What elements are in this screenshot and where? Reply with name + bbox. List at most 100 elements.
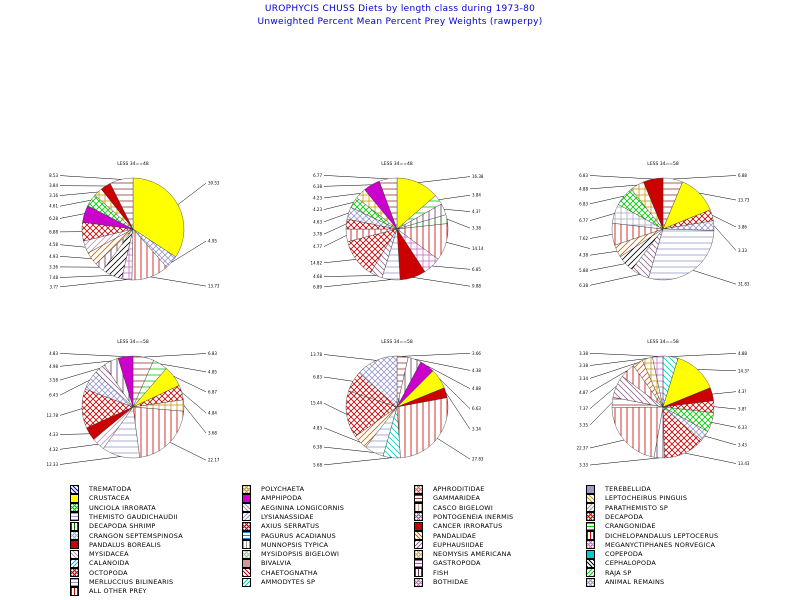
legend-item-fish: FISH: [414, 568, 448, 578]
legend-label: MUNNOPSIS TYPICA: [261, 540, 329, 549]
data-label: 9.88: [472, 284, 481, 289]
legend-item-decapoda-shrimp: DECAPODA SHRIMP: [70, 521, 156, 531]
legend-label: BOTHIDAE: [433, 578, 469, 586]
data-label: 6.38: [313, 184, 322, 189]
pie-chart-grid: LESS 34==48 39.53 4.95 13.73 8.53 3.84 3.16 4.6…: [47, 161, 750, 467]
legend-item-aphroditidae: APHRODITIDAE: [414, 484, 485, 494]
pie-chart-6: LESS 34==58 4.88 14.3? 4.3? 3.8? 6.33 3.43 13.4…: [577, 339, 750, 467]
legend-label: PAGURUS ACADIANUS: [261, 531, 336, 540]
leader-line: [589, 274, 640, 286]
legend-swatch: [242, 521, 251, 531]
leader-line: [323, 402, 347, 415]
leader-line: [169, 441, 207, 461]
data-label: 7.37: [579, 406, 588, 411]
pie-title: LESS 34==58: [647, 161, 679, 167]
pie-slice-gammaridea: [379, 177, 398, 230]
legend-swatch: [242, 540, 251, 550]
data-label: 6.28: [49, 216, 58, 221]
data-label: 14.82: [311, 260, 323, 265]
legend-item-octopoda: OCTOPODA: [70, 568, 128, 578]
leader-line: [323, 175, 389, 180]
leader-line: [183, 405, 207, 434]
legend-label: CRANGONIDAE: [605, 522, 656, 531]
data-label: 3.8?: [738, 407, 746, 412]
leader-line: [439, 378, 471, 409]
data-label: 4.61: [49, 204, 58, 209]
legend-item-cephalopoda: CEPHALOPODA: [586, 558, 656, 568]
legend-item-axius-serratus: AXIUS SERRATUS: [242, 521, 319, 531]
data-label: 4.98: [49, 364, 58, 369]
data-label: 4.33: [49, 432, 58, 437]
leader-line: [418, 176, 471, 183]
data-label: 4.3?: [472, 209, 480, 214]
legend-item-meganyctiphanes-norvegica: MEGANYCTIPHANES NORVEGICA: [586, 540, 715, 550]
legend-swatch: [586, 568, 595, 578]
legend-swatch: [242, 549, 251, 559]
legend-swatch: [70, 503, 79, 513]
legend-swatch: [242, 531, 251, 540]
data-label: 8.53: [49, 173, 58, 178]
data-label: 3.38: [579, 363, 588, 368]
legend-item-cancer-irroratus: CANCER IRRORATUS: [414, 521, 502, 531]
data-label: 4.77: [313, 244, 322, 249]
data-label: 4.23: [313, 207, 322, 212]
leader-line: [323, 354, 377, 361]
leader-line: [323, 279, 391, 288]
leader-line: [150, 276, 207, 287]
leader-line: [711, 214, 737, 228]
legend-swatch: [414, 549, 423, 559]
leader-line: [59, 408, 83, 416]
data-label: 22.17: [208, 458, 220, 463]
leader-line: [438, 194, 471, 200]
leader-line: [437, 438, 471, 460]
legend-label: MYSIDACEA: [89, 550, 129, 559]
legend-swatch: [414, 568, 423, 578]
legend-label: NEOMYSIS AMERICANA: [433, 550, 512, 559]
legend-label: AMMODYTES SP: [261, 578, 316, 586]
leader-line: [323, 235, 347, 247]
data-label: 7.62: [579, 236, 588, 241]
legend-label: CANCER IRRORATUS: [433, 522, 503, 531]
legend-label: MERLUCCIUS BILINEARIS: [89, 578, 174, 586]
legend-item-casco-bigelowi: CASCO BIGELOWI: [414, 503, 493, 513]
leader-line: [432, 265, 471, 270]
data-label: 31.83: [738, 282, 750, 287]
legend-swatch: [586, 577, 595, 587]
legend-item-polychaeta: POLYCHAETA: [242, 484, 304, 494]
leader-line: [59, 244, 86, 248]
legend-label: AXIUS SERRATUS: [261, 522, 320, 531]
legend-label: DECAPODA: [605, 512, 644, 521]
legend-swatch: [414, 503, 423, 513]
data-label: 4.85: [208, 369, 217, 374]
legend-swatch: [242, 558, 251, 568]
data-label: 4.84: [208, 410, 217, 415]
legend-swatch: [70, 549, 79, 559]
legend-label: TREMATODA: [89, 485, 132, 493]
data-label: 6.38: [313, 445, 322, 450]
legend-label: CEPHALOPODA: [605, 559, 656, 568]
leader-line: [589, 195, 625, 205]
legend-item-gammaridea: GAMMARIDEA: [414, 493, 480, 503]
leader-line: [589, 402, 613, 426]
data-label: 16.38: [472, 174, 484, 179]
legend-label: GAMMARIDEA: [433, 494, 481, 503]
legend-swatch: [70, 493, 79, 503]
leader-line: [711, 422, 737, 428]
data-label: 3.84: [472, 193, 481, 198]
leader-line: [323, 202, 354, 210]
pie-title: LESS 34==58: [117, 339, 149, 345]
legend-label: AMPHIPODA: [261, 494, 302, 503]
data-label: 4.87: [579, 390, 588, 395]
leader-line: [589, 362, 638, 379]
data-label: 3.68: [208, 431, 217, 436]
legend-swatch: [70, 484, 79, 494]
data-label: 14.3?: [738, 368, 749, 373]
leader-line: [59, 456, 121, 465]
data-label: 4.23: [313, 195, 322, 200]
legend-swatch: [414, 521, 423, 531]
legend-item-crangonidae: CRANGONIDAE: [586, 521, 656, 531]
data-label: 6.83: [313, 375, 322, 380]
legend-item-pandalidae: PANDALIDAE: [414, 531, 476, 541]
data-label: 14.14: [472, 246, 484, 251]
leader-line: [692, 270, 737, 285]
